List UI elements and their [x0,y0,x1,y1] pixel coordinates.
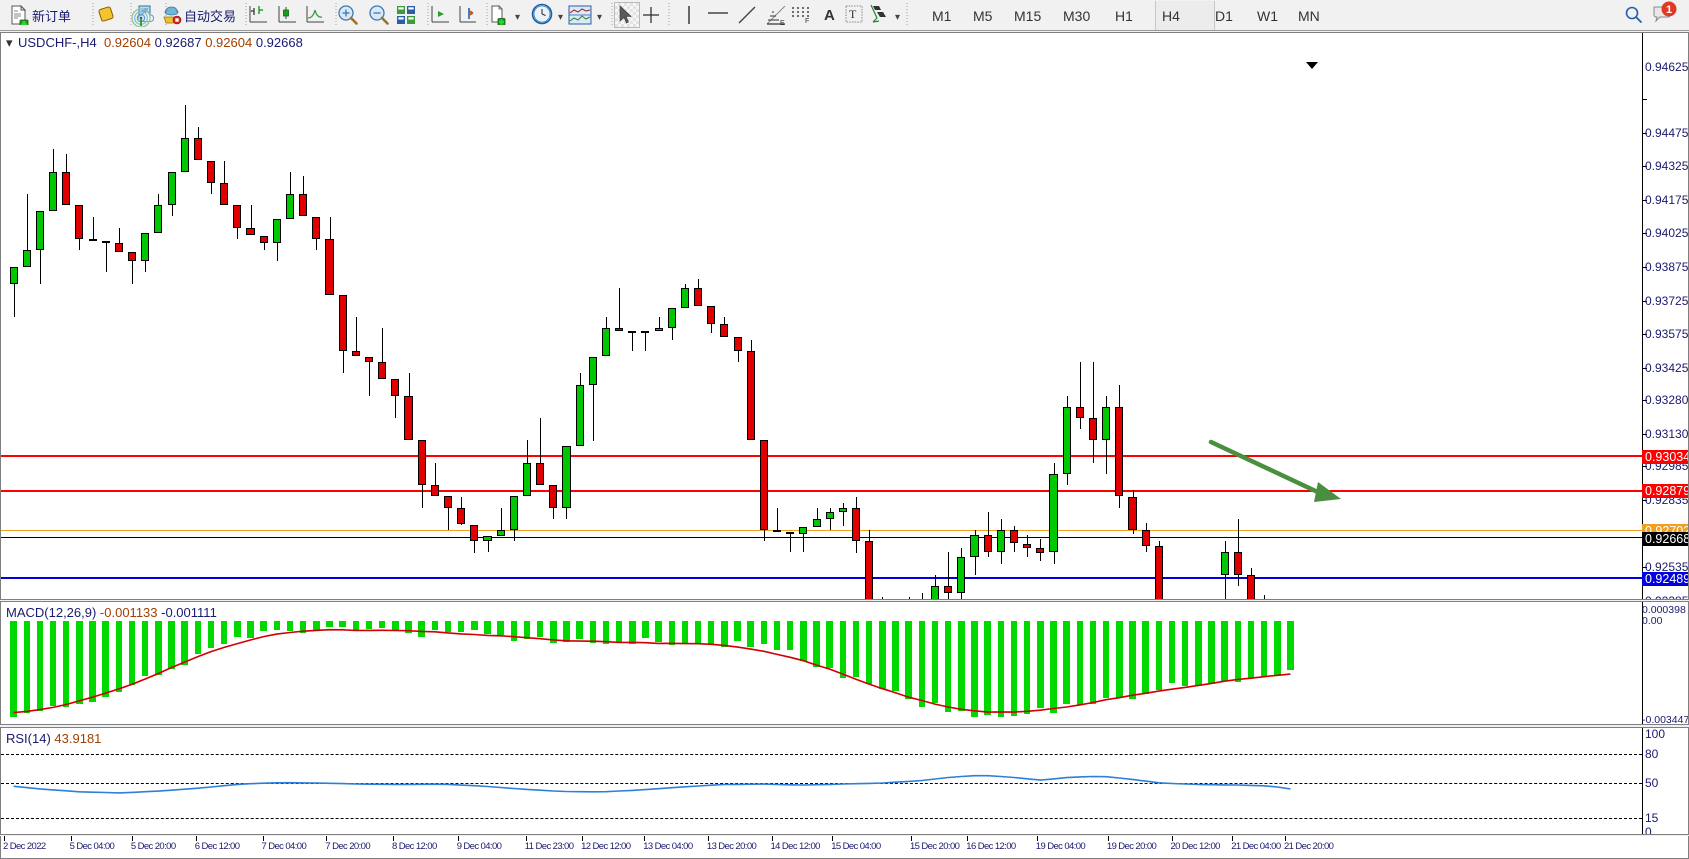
svg-text:F: F [805,18,809,23]
svg-text:E: E [780,20,785,26]
svg-text:1: 1 [1666,4,1672,16]
svg-text:T: T [849,7,857,21]
